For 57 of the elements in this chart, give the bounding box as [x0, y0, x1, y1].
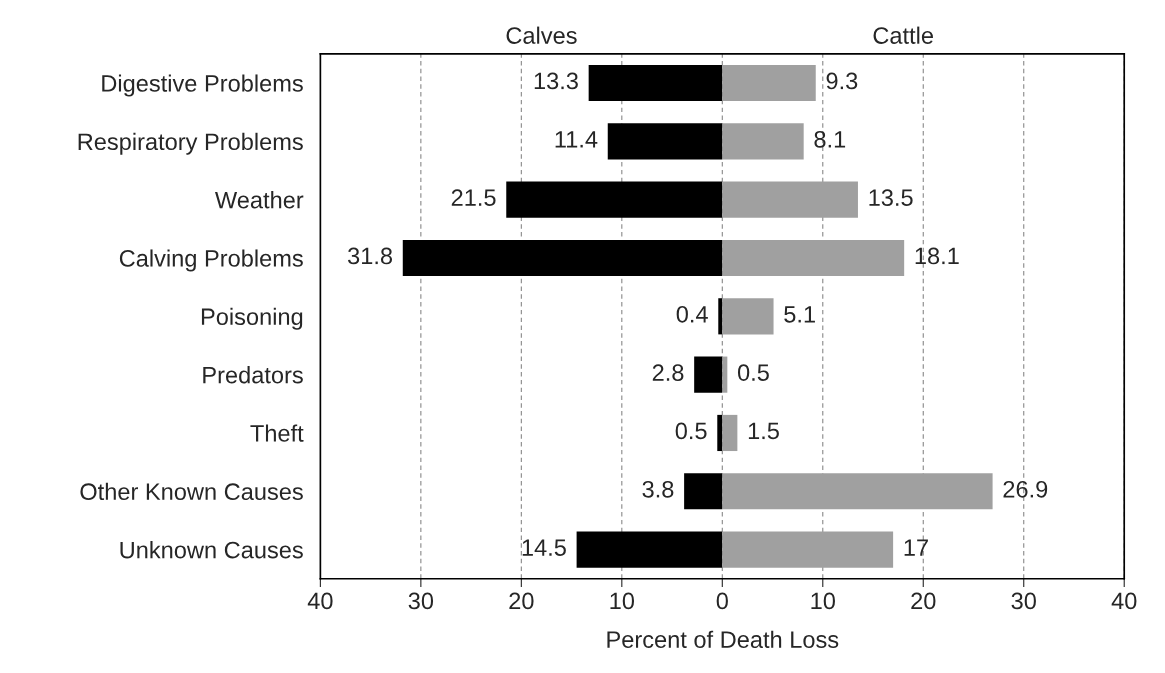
y-tick-label: Calving Problems	[119, 249, 303, 272]
data-label: 26.9	[1003, 480, 1048, 498]
bar	[718, 298, 723, 335]
data-label: 11.4	[555, 131, 598, 148]
data-label: 17	[904, 539, 928, 556]
x-tick-label: 40	[1111, 592, 1137, 610]
data-label: 9.3	[826, 72, 858, 90]
data-label: 31.8	[348, 247, 393, 265]
data-label: 13.3	[534, 72, 578, 90]
y-tick-label: Poisoning	[201, 307, 303, 330]
bar	[722, 64, 816, 102]
bar	[607, 123, 723, 160]
x-axis-title: Percent of Death Loss	[607, 630, 839, 648]
bar	[694, 356, 723, 393]
bar	[722, 531, 894, 568]
data-label: 18.1	[915, 247, 959, 265]
bar	[576, 531, 723, 568]
data-label: 2.8	[652, 364, 684, 381]
y-tick-label: Unknown Causes	[120, 541, 303, 559]
x-tick-label: 40	[307, 592, 333, 610]
bar	[722, 414, 738, 452]
data-label: 0.4	[676, 305, 708, 323]
data-label: 14.5	[522, 539, 566, 556]
bar	[506, 181, 723, 218]
bar	[722, 298, 774, 335]
bar	[722, 123, 804, 160]
series-label: Calves	[506, 26, 577, 44]
y-tick-label: Weather	[215, 191, 304, 209]
data-label: 5.1	[784, 306, 815, 323]
data-label: 3.8	[642, 480, 674, 498]
data-label: 0.5	[737, 364, 769, 381]
y-tick-label: Predators	[203, 366, 303, 384]
data-label: 8.1	[814, 130, 846, 148]
bar	[588, 64, 723, 102]
y-tick-label: Respiratory Problems	[78, 132, 303, 155]
x-tick-label: 30	[1011, 592, 1036, 610]
x-tick-label: 20	[509, 592, 534, 610]
bar	[722, 473, 993, 510]
bar	[402, 239, 723, 277]
x-tick-label: 10	[610, 592, 635, 610]
x-tick-label: 10	[811, 592, 835, 610]
bar	[684, 473, 723, 510]
bar	[722, 356, 728, 393]
data-label: 21.5	[451, 189, 496, 206]
x-tick-label: 0	[716, 592, 728, 610]
bar	[722, 239, 905, 277]
x-tick-label: 30	[408, 592, 434, 610]
data-label: 13.5	[869, 189, 913, 206]
y-tick-label: Digestive Problems	[102, 74, 303, 97]
bar	[717, 414, 723, 452]
data-label: 0.5	[675, 422, 707, 440]
bar	[722, 181, 858, 218]
y-tick-label: Other Known Causes	[80, 482, 303, 501]
data-label: 1.5	[748, 422, 779, 440]
y-tick-label: Theft	[250, 424, 304, 442]
x-tick-label: 20	[911, 592, 936, 610]
text: Cattle	[873, 26, 933, 44]
